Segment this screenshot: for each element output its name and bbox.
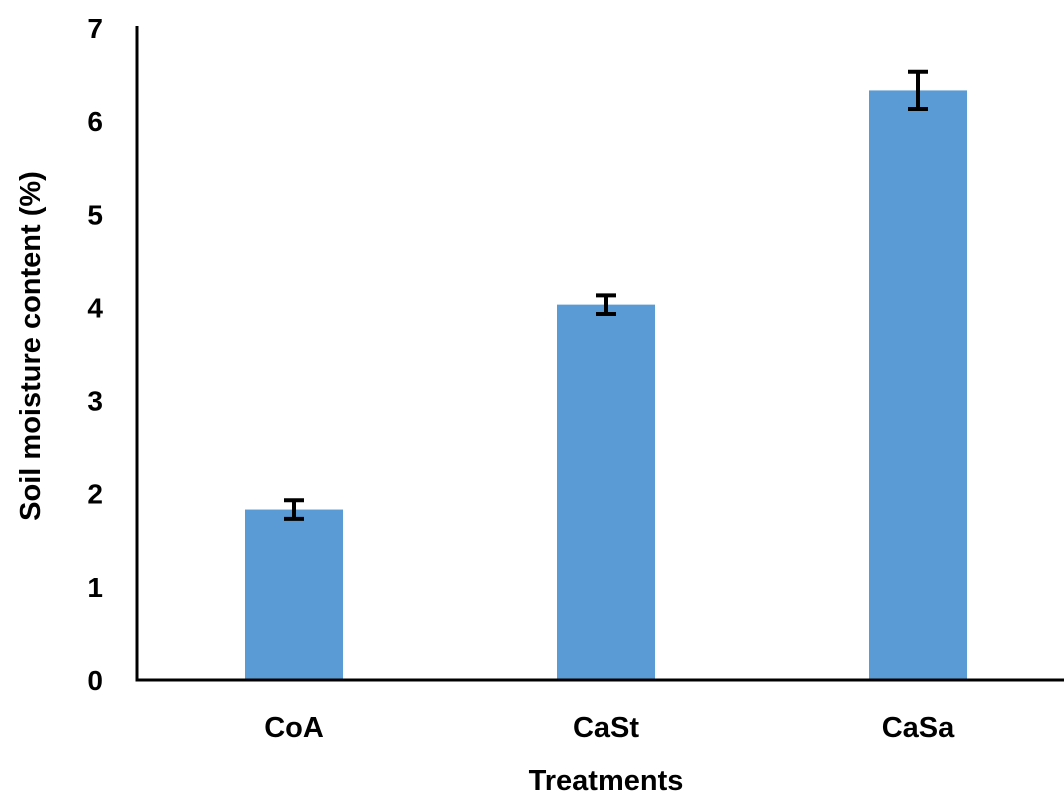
y-tick-label: 1 [87,572,103,603]
y-tick-label: 4 [87,292,103,323]
error-bar-coa [284,498,304,521]
error-bar-casa [908,69,928,112]
y-tick-label: 6 [87,106,103,137]
bars-group [245,90,967,681]
y-tick-labels: 0 1 2 3 4 5 6 7 [87,13,103,696]
bar-cast [557,304,655,680]
y-tick-label: 2 [87,479,103,510]
y-tick-label: 0 [87,665,103,696]
y-axis-title: Soil moisture content (%) [15,171,47,521]
y-tick-label: 5 [87,199,103,230]
bar-casa [869,90,967,681]
axes-group [135,26,1064,682]
x-tick-label-coa: CoA [264,712,324,744]
x-tick-labels: CoA CaSt CaSa [264,712,955,744]
bar-coa [245,509,343,680]
error-bar-cast [596,293,616,316]
x-axis-title: Treatments [529,765,684,794]
error-bars-group [284,69,928,521]
y-tick-label: 3 [87,386,103,417]
y-tick-label: 7 [87,13,103,44]
x-tick-label-cast: CaSt [573,712,639,744]
x-tick-label-casa: CaSa [882,712,955,744]
